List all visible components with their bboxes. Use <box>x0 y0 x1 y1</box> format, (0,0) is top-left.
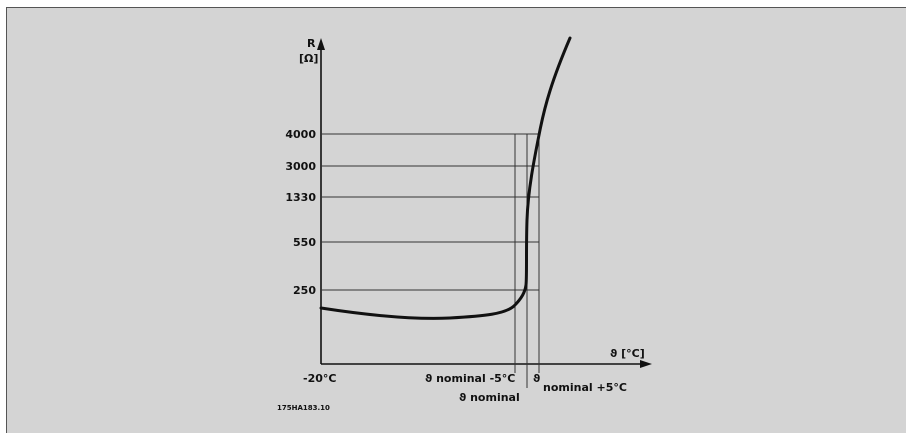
resistance-curve <box>319 36 572 320</box>
x-label-nominal-plus-5: nominal +5°C <box>543 381 627 394</box>
x-label-plus-symbol: ϑ <box>533 372 540 385</box>
y-tick-label-4000: 4000 <box>285 128 316 141</box>
y-tick-label-3000: 3000 <box>285 160 316 173</box>
y-axis-label: R <box>307 37 316 50</box>
x-label-nominal-minus-5: ϑ nominal -5°C <box>425 372 515 385</box>
y-tick-label-250: 250 <box>293 284 316 297</box>
y-axis-arrow <box>317 38 325 50</box>
figure-code: 175HA183.10 <box>277 404 330 412</box>
x-axis-arrow <box>640 360 652 368</box>
y-tick-label-1330: 1330 <box>285 191 316 204</box>
x-label-minus-20: -20°C <box>303 372 336 385</box>
y-axis-unit: [Ω] <box>299 52 318 65</box>
x-axis-label: ϑ [°C] <box>610 347 645 360</box>
diagram-frame <box>6 7 906 433</box>
x-label-nominal: ϑ nominal <box>459 391 520 404</box>
y-tick-label-550: 550 <box>293 236 316 249</box>
